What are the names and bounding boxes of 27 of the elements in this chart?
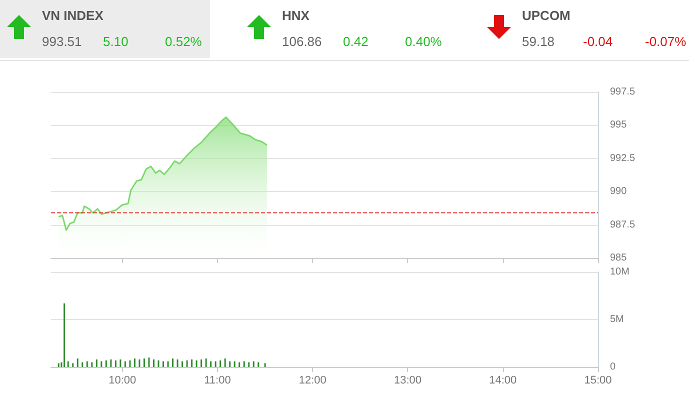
x-tick-label: 10:00 [108,374,136,386]
y-tick-label: 5M [610,314,624,325]
text: 59.18 [522,34,555,49]
category-label: UPCOM [522,8,570,23]
category-label: VN INDEX [42,8,104,23]
x-tick-label: 11:00 [204,374,231,386]
text: -0.07% [645,34,686,49]
x-tick-label: 12:00 [298,374,326,386]
text: 5.10 [103,34,128,49]
x-tick-label: 15:00 [584,374,612,386]
x-tick-label: 13:00 [394,374,422,386]
text: 0.40% [405,34,442,49]
y-tick-label: 995 [610,120,628,131]
text: 0.52% [165,34,202,49]
y-tick-label: 0 [610,362,616,372]
y-tick-label: 985 [610,252,628,264]
text: 0.42 [343,34,368,49]
y-tick-label: 997.5 [610,86,636,98]
y-tick-label: 10M [610,266,630,278]
category-label: HNX [282,8,310,23]
y-tick-label: 987.5 [610,219,636,230]
y-tick-label: 992.5 [610,152,636,164]
text: -0.04 [583,34,613,49]
text: 993.51 [42,34,82,49]
y-tick-label: 990 [610,186,628,198]
text: 106.86 [282,34,322,49]
x-tick-label: 14:00 [489,374,517,386]
